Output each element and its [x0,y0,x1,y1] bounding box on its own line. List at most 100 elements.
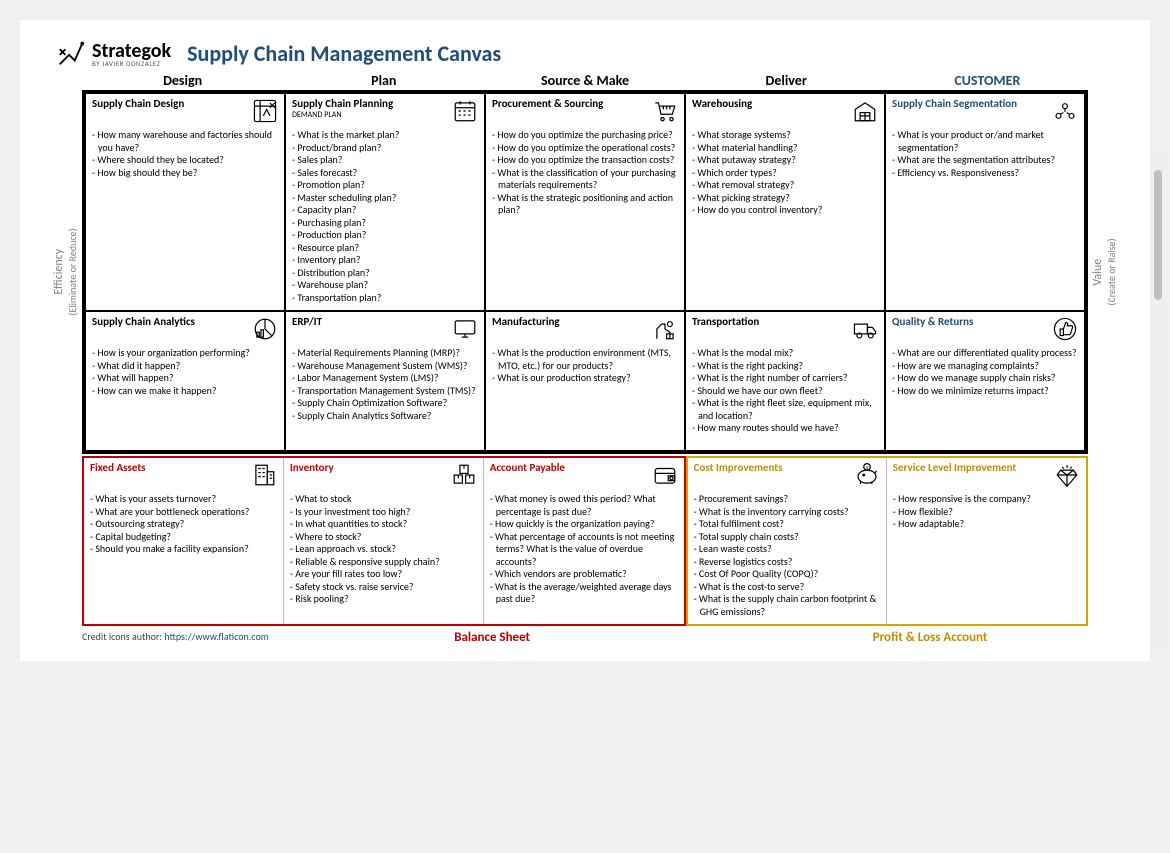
cell-item: Transportation plan? [292,292,478,305]
cell-item: What putaway strategy? [692,154,878,167]
profit-loss-label: Profit & Loss Account [873,630,988,645]
cell-title: Manufacturing [492,316,560,328]
cell-items: How responsive is the company?How flexib… [893,493,1080,531]
cell-item: Outsourcing strategy? [90,518,277,531]
cell-items: What is the production environment (MTS,… [492,347,678,385]
footer: Credit icons author: https://www.flatico… [82,630,1088,643]
cell-items: What money is owed this period? What per… [490,493,678,606]
cell-item: What is the strategic positioning and ac… [492,192,678,217]
robot-icon [652,316,678,345]
cell-item: How quickly is the organization paying? [490,518,678,531]
cell-item: How responsive is the company? [893,493,1080,506]
col-header-deliver: Deliver [686,70,887,90]
balance-sheet-label: Balance Sheet [454,630,530,645]
cell-item: Promotion plan? [292,179,478,192]
canvas-cell: Procurement & SourcingHow do you optimiz… [485,93,685,311]
canvas-cell: Quality & ReturnsWhat are our differenti… [885,311,1085,451]
canvas-cell: Service Level Improvement How responsive … [887,458,1086,624]
cell-item: What is the average/weighted average day… [490,581,678,606]
cell-item: Total fulfilment cost? [694,518,880,531]
cell-subtitle: DEMAND PLAN [292,110,393,120]
cell-item: How do you control inventory? [692,204,878,217]
diamond-icon [1054,462,1080,491]
brand-byline: BY JAVIER GONZALEZ [92,59,171,68]
cell-item: How many warehouse and factories should … [92,129,278,154]
page-title: Supply Chain Management Canvas [187,40,501,67]
cell-item: What is the right number of carriers? [692,372,878,385]
canvas-cell: Supply Chain Analytics How is your organi… [85,311,285,451]
cell-title: Supply Chain Design [92,98,184,110]
cell-item: How adaptable? [893,518,1080,531]
cell-item: In what quantities to stock? [290,518,477,531]
canvas-cell: Fixed AssetsWhat is your assets turnover… [84,458,284,624]
cell-item: What storage systems? [692,129,878,142]
cell-item: Sales plan? [292,154,478,167]
cell-title: ERP/IT [292,316,322,328]
cell-item: What will happen? [92,372,278,385]
cell-title: Inventory [290,462,334,474]
profit-loss-section: Cost Improvements$Procurement savings?Wh… [686,456,1088,626]
cell-title: Account Payable [490,462,565,474]
cell-item: Which vendors are problematic? [490,568,678,581]
left-axis-sub: (Eliminate or Reduce) [66,228,79,315]
scrollbar-thumb[interactable] [1154,170,1162,300]
cell-item: Labor Management System (LMS)? [292,372,478,385]
canvas-cell: Supply Chain Design How many warehouse an… [85,93,285,311]
cell-item: Capacity plan? [292,204,478,217]
bottom-row: Fixed AssetsWhat is your assets turnover… [82,456,1088,626]
cell-item: What is the classification of your purch… [492,167,678,192]
scrollbar[interactable] [1154,150,1162,650]
canvas-cell: ERP/IT Material Requirements Planning (MR… [285,311,485,451]
cell-item: Lean waste costs? [694,543,880,556]
cell-item: What is our production strategy? [492,372,678,385]
cart-icon [652,98,678,127]
right-axis-main: Value [1091,259,1105,286]
header: Strategok BY JAVIER GONZALEZ Supply Chai… [56,38,1114,68]
cell-items: Material Requirements Planning (MRP)?War… [292,347,478,422]
cell-item: What percentage of accounts is not meeti… [490,531,678,569]
cell-items: What is your assets turnover?What are yo… [90,493,277,556]
cell-title: Transportation [692,316,759,328]
cell-item: Inventory plan? [292,254,478,267]
cell-item: Efficiency vs. Responsiveness? [892,167,1078,180]
left-axis-label: Efficiency (Eliminate or Reduce) [52,228,79,315]
col-header-design: Design [82,70,283,90]
cell-items: How is your organization performing?What… [92,347,278,397]
cell-items: What storage systems?What material handl… [692,129,878,217]
cell-item: What removal strategy? [692,179,878,192]
cell-items: What is the market plan?Product/brand pl… [292,129,478,304]
canvas-cell: Supply Chain PlanningDEMAND PLANWhat is … [285,93,485,311]
cell-item: What is the modal mix? [692,347,878,360]
cell-item: What is the market plan? [292,129,478,142]
cell-item: Risk pooling? [290,593,477,606]
cell-item: Lean approach vs. stock? [290,543,477,556]
credit-text: Credit icons author: https://www.flatico… [82,630,269,643]
balance-sheet-section: Fixed AssetsWhat is your assets turnover… [82,456,686,626]
cell-item: What is the right fleet size, equipment … [692,397,878,422]
cell-title: Supply Chain Analytics [92,316,195,328]
cell-item: Should you make a facility expansion? [90,543,277,556]
credit-prefix: Credit icons author: [82,630,164,643]
cell-item: How do you optimize the purchasing price… [492,129,678,142]
monitor-icon [452,316,478,345]
left-axis-main: Efficiency [52,249,66,295]
cell-item: Cost Of Poor Quality (COPQ)? [694,568,880,581]
cell-item: How do we minimize returns impact? [892,385,1078,398]
canvas-wrapper: Efficiency (Eliminate or Reduce) Value (… [82,90,1088,454]
page: Strategok BY JAVIER GONZALEZ Supply Chai… [20,20,1150,661]
cell-title: Service Level Improvement [893,462,1016,474]
right-axis-sub: (Create or Raise) [1105,238,1118,305]
cell-item: Material Requirements Planning (MRP)? [292,347,478,360]
cell-item: What is your assets turnover? [90,493,277,506]
boxes-icon [451,462,477,491]
col-header-customer: CUSTOMER [887,70,1088,90]
cell-item: What money is owed this period? What per… [490,493,678,518]
canvas-grid: Supply Chain Design How many warehouse an… [82,90,1088,454]
cell-item: What are the segmentation attributes? [892,154,1078,167]
cell-item: How do we manage supply chain risks? [892,372,1078,385]
cell-item: What is your product or/and market segme… [892,129,1078,154]
piggy-icon: $ [854,462,880,491]
canvas-cell: Transportation What is the modal mix? What… [685,311,885,451]
credit-link[interactable]: https://www.flaticon.com [164,630,268,643]
canvas-cell: Cost Improvements$Procurement savings?Wh… [688,458,887,624]
